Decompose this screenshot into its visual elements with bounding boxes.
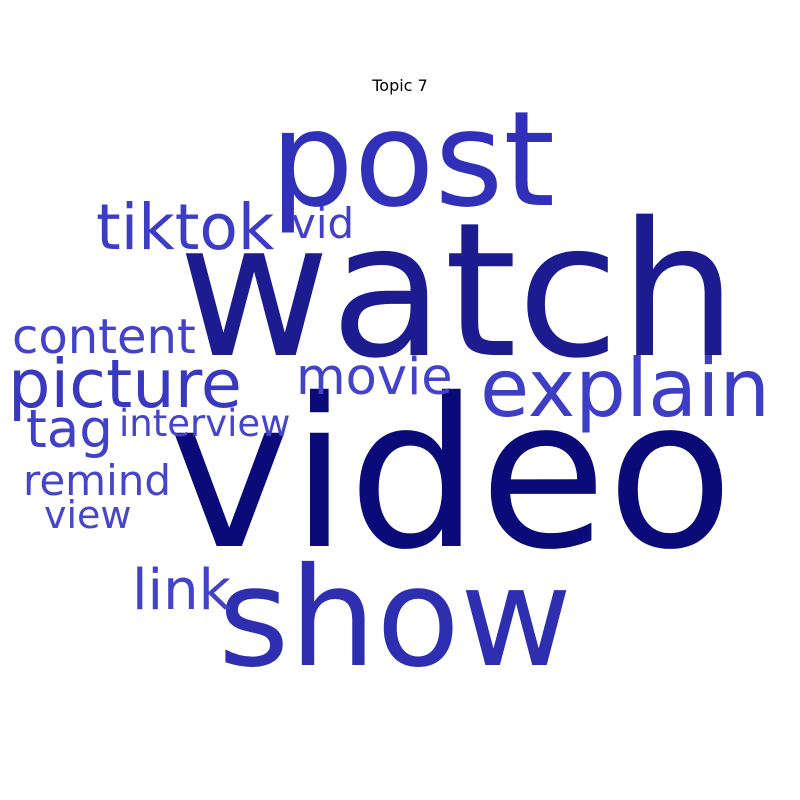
word-interview: interview: [119, 402, 291, 445]
word-show: show: [218, 539, 573, 698]
word-movie: movie: [296, 348, 453, 407]
cloud-title: Topic 7: [372, 76, 428, 95]
word-post: post: [270, 83, 556, 237]
word-picture: picture: [8, 345, 243, 423]
word-vid: vid: [291, 199, 355, 248]
word-tag: tag: [26, 399, 113, 460]
word-remind: remind: [23, 456, 172, 505]
word-watch: watch: [178, 182, 738, 399]
word-video: video: [168, 354, 734, 595]
word-tiktok: tiktok: [96, 191, 275, 264]
word-view: view: [44, 493, 132, 537]
word-content: content: [12, 309, 196, 365]
word-explain: explain: [480, 342, 771, 435]
word-link: link: [132, 558, 232, 623]
